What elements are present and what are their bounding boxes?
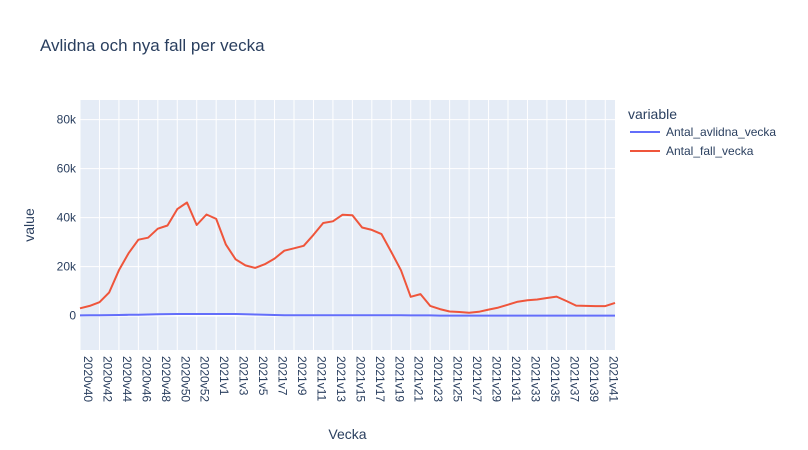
x-tick-label: 2021v9 — [295, 356, 309, 396]
chart-title: Avlidna och nya fall per vecka — [40, 36, 265, 55]
x-tick-label: 2021v19 — [392, 356, 406, 402]
y-tick-label: 80k — [57, 113, 77, 127]
x-tick-label: 2020v44 — [120, 356, 134, 402]
x-tick-label: 2021v11 — [314, 356, 328, 401]
x-tick-label: 2021v35 — [548, 356, 562, 402]
legend-items: Antal_avlidna_vecka Antal_fall_vecka — [630, 125, 776, 158]
x-tick-label: 2020v52 — [198, 356, 212, 402]
x-axis: 2020v40 2020v42 2020v44 2020v46 2020v48 2020v… — [81, 356, 620, 402]
x-tick-label: 2020v48 — [159, 356, 173, 402]
x-tick-label: 2021v17 — [373, 356, 387, 402]
legend-title: variable — [628, 106, 677, 122]
x-tick-label: 2021v39 — [587, 356, 601, 402]
x-tick-label: 2021v25 — [451, 356, 465, 402]
x-tick-label: 2021v23 — [431, 356, 445, 402]
x-tick-label: 2021v31 — [509, 356, 523, 402]
y-axis: 0 20k 40k 60k 80k — [57, 113, 77, 323]
x-tick-label: 2021v3 — [237, 356, 251, 396]
x-tick-label: 2021v37 — [567, 356, 581, 402]
x-tick-label: 2020v46 — [139, 356, 153, 402]
x-tick-label: 2021v27 — [470, 356, 484, 402]
y-axis-title: value — [21, 208, 37, 242]
y-tick-label: 40k — [57, 211, 77, 225]
x-tick-label: 2021v29 — [490, 356, 504, 402]
legend-label: Antal_avlidna_vecka — [666, 125, 776, 139]
series-line-Antal_avlidna_vecka — [79, 313, 615, 317]
x-tick-label: 2020v40 — [81, 356, 95, 402]
series-layer — [79, 201, 616, 317]
y-tick-label: 20k — [57, 260, 77, 274]
y-tick-label: 0 — [69, 309, 76, 323]
x-tick-label: 2021v33 — [528, 356, 542, 402]
y-tick-label: 60k — [57, 162, 77, 176]
series-line-Antal_fall_vecka — [79, 201, 616, 314]
x-tick-label: 2021v13 — [334, 356, 348, 402]
x-tick-label: 2021v15 — [353, 356, 367, 402]
x-tick-label: 2020v50 — [178, 356, 192, 402]
plot-background — [80, 100, 615, 350]
legend-label: Antal_fall_vecka — [666, 144, 754, 158]
x-tick-label: 2020v42 — [100, 356, 114, 402]
x-tick-label: 2021v5 — [256, 356, 270, 396]
legend: variable Antal_avlidna_vecka Antal_fall_v… — [628, 106, 776, 158]
x-tick-label: 2021v7 — [276, 356, 290, 396]
x-axis-title: Vecka — [328, 426, 366, 442]
x-tick-label: 2021v41 — [606, 356, 620, 402]
x-tick-label: 2021v21 — [412, 356, 426, 402]
grid — [79, 100, 615, 350]
x-tick-label: 2021v1 — [217, 356, 231, 396]
